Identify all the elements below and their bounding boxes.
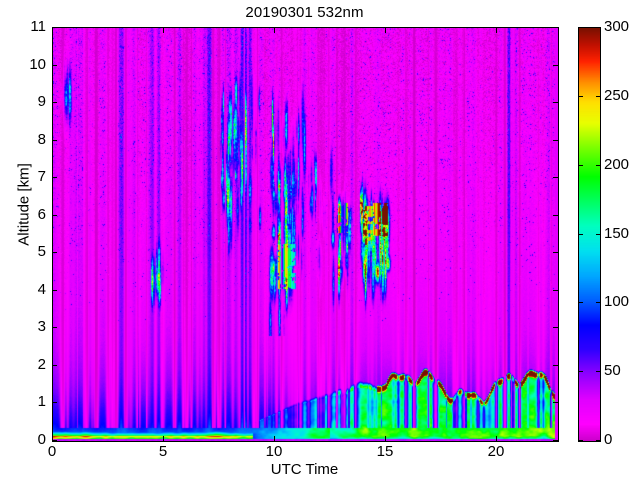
heatmap-canvas xyxy=(53,28,558,441)
colorbar-tick xyxy=(579,302,583,303)
y-tick-label: 1 xyxy=(37,393,46,410)
x-tick-top xyxy=(52,28,53,33)
y-tick xyxy=(52,215,57,216)
colorbar-tick xyxy=(596,234,600,235)
y-tick-right xyxy=(553,177,558,178)
colorbar-tick-label: 150 xyxy=(604,225,630,242)
y-tick-right xyxy=(553,365,558,366)
colorbar-tick-label: 200 xyxy=(604,156,630,173)
y-tick xyxy=(52,365,57,366)
y-tick-right xyxy=(553,252,558,253)
y-tick-right xyxy=(553,140,558,141)
y-tick-label: 8 xyxy=(37,131,46,148)
y-tick-label: 2 xyxy=(37,356,46,373)
colorbar-tick-label: 100 xyxy=(604,293,630,310)
y-tick xyxy=(52,327,57,328)
colorbar-tick-label: 0 xyxy=(604,431,613,448)
colorbar-tick xyxy=(596,440,600,441)
x-tick xyxy=(163,436,164,441)
y-tick xyxy=(52,252,57,253)
x-tick-top xyxy=(163,28,164,33)
y-tick-right xyxy=(553,215,558,216)
page-title: 20190301 532nm xyxy=(245,4,364,21)
y-tick-label: 3 xyxy=(37,318,46,335)
y-tick-label: 10 xyxy=(29,56,46,73)
x-tick-top xyxy=(496,28,497,33)
y-tick xyxy=(52,140,57,141)
colorbar-tick-label: 50 xyxy=(604,362,621,379)
y-tick xyxy=(52,177,57,178)
colorbar-gradient xyxy=(579,28,600,441)
y-tick-right xyxy=(553,27,558,28)
y-tick-label: 11 xyxy=(30,18,46,35)
colorbar-tick xyxy=(596,27,600,28)
x-tick-label: 5 xyxy=(158,443,168,460)
x-axis-title: UTC Time xyxy=(270,461,339,478)
x-tick xyxy=(52,436,53,441)
y-tick xyxy=(52,440,57,441)
y-tick-label: 6 xyxy=(37,206,46,223)
y-tick-right xyxy=(553,327,558,328)
x-tick-label: 15 xyxy=(376,443,394,460)
y-tick xyxy=(52,290,57,291)
colorbar-tick xyxy=(596,165,600,166)
x-tick xyxy=(274,436,275,441)
x-tick-label: 10 xyxy=(265,443,283,460)
y-tick-right xyxy=(553,65,558,66)
colorbar-tick xyxy=(579,96,583,97)
y-tick-label: 7 xyxy=(37,168,46,185)
y-tick-right xyxy=(553,102,558,103)
y-tick xyxy=(52,102,57,103)
plot-area xyxy=(52,27,559,442)
x-tick-label: 20 xyxy=(487,443,505,460)
y-tick-right xyxy=(553,290,558,291)
colorbar xyxy=(578,27,601,442)
colorbar-tick-label: 300 xyxy=(604,18,630,35)
y-tick xyxy=(52,65,57,66)
x-tick-label: 0 xyxy=(47,443,57,460)
colorbar-tick xyxy=(579,165,583,166)
colorbar-tick xyxy=(596,302,600,303)
y-axis-title: Altitude [km] xyxy=(15,163,33,246)
y-tick xyxy=(52,27,57,28)
x-tick-top xyxy=(385,28,386,33)
y-tick xyxy=(52,402,57,403)
y-tick-label: 5 xyxy=(37,243,46,260)
x-tick-top xyxy=(274,28,275,33)
y-tick-label: 4 xyxy=(37,281,46,298)
colorbar-tick xyxy=(596,96,600,97)
x-tick xyxy=(496,436,497,441)
y-tick-label: 9 xyxy=(37,93,46,110)
colorbar-tick xyxy=(579,27,583,28)
colorbar-tick-label: 250 xyxy=(604,87,630,104)
y-tick-right xyxy=(553,402,558,403)
colorbar-tick xyxy=(579,440,583,441)
colorbar-tick xyxy=(596,371,600,372)
x-tick xyxy=(385,436,386,441)
y-tick-label: 0 xyxy=(37,431,46,448)
colorbar-tick xyxy=(579,234,583,235)
colorbar-tick xyxy=(579,371,583,372)
y-tick-right xyxy=(553,440,558,441)
